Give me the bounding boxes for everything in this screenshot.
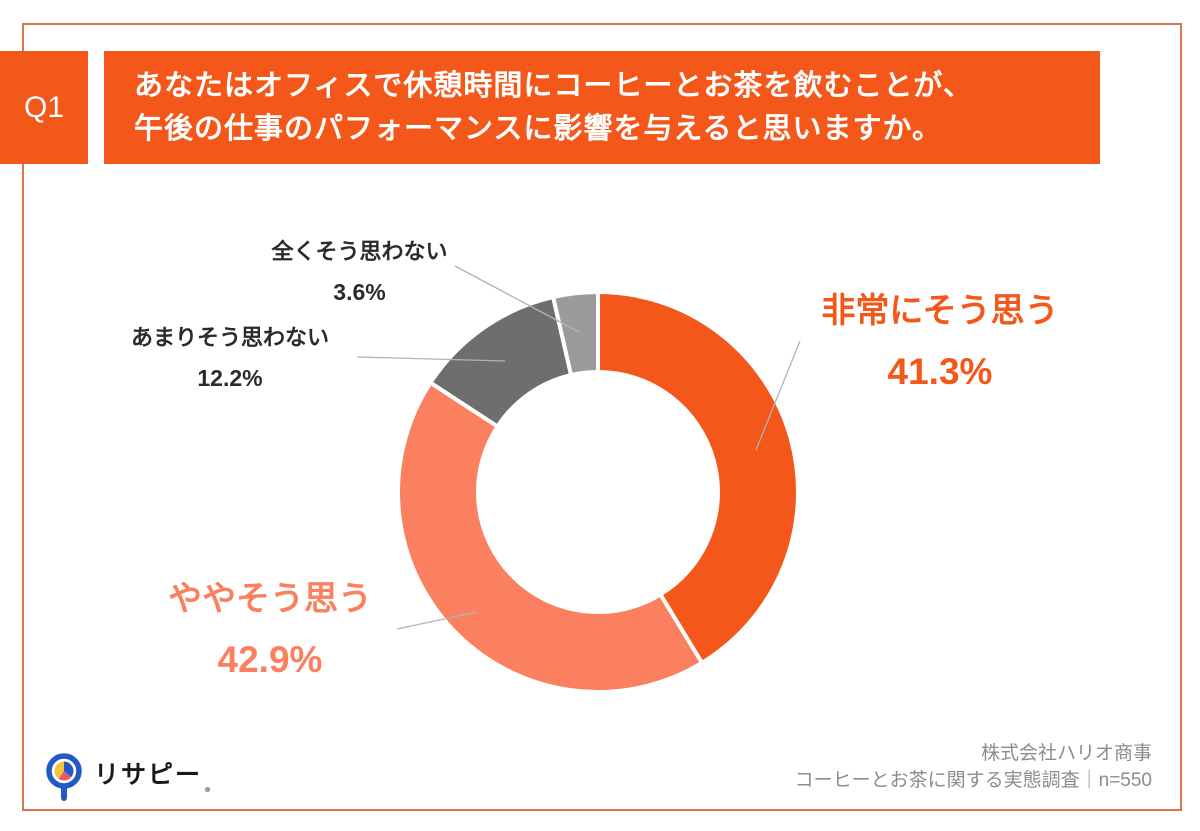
question-number: Q1 [23, 90, 65, 124]
segment-value: 41.3% [887, 351, 993, 392]
brand-logo: リサピー [44, 744, 211, 802]
segment-value: 3.6% [333, 279, 386, 305]
segment-label: 全くそう思わない [271, 239, 448, 264]
credit-survey: コーヒーとお茶に関する実態調査｜n=550 [794, 770, 1152, 791]
segment-value: 12.2% [197, 365, 263, 391]
label-somewhat-agree: ややそう思う 42.9% [130, 570, 410, 692]
question-text-line1: あなたはオフィスで休憩時間にコーヒーとお茶を飲むことが、 [134, 69, 973, 102]
label-strongly-agree: 非常にそう思う 41.3% [780, 282, 1100, 404]
segment-label: ややそう思う [168, 580, 372, 618]
segment-value: 42.9% [217, 639, 323, 680]
brand-dot [205, 787, 211, 792]
segment-label: 非常にそう思う [821, 292, 1059, 330]
credit-company: 株式会社ハリオ商事 [980, 743, 1152, 764]
question-banner: あなたはオフィスで休憩時間にコーヒーとお茶を飲むことが、 午後の仕事のパフォーマ… [104, 51, 1100, 164]
question-number-badge: Q1 [0, 51, 88, 164]
segment-label: あまりそう思わない [130, 325, 329, 350]
label-strongly-disagree: 全くそう思わない 3.6% [257, 232, 462, 312]
survey-credit: 株式会社ハリオ商事 コーヒーとお茶に関する実態調査｜n=550 [795, 740, 1152, 794]
brand-name: リサピー [94, 761, 203, 789]
label-somewhat-disagree: あまりそう思わない 12.2% [100, 318, 360, 398]
question-text-line2: 午後の仕事のパフォーマンスに影響を与えると思いますか。 [134, 112, 942, 145]
magnifier-pie-icon [46, 753, 82, 801]
